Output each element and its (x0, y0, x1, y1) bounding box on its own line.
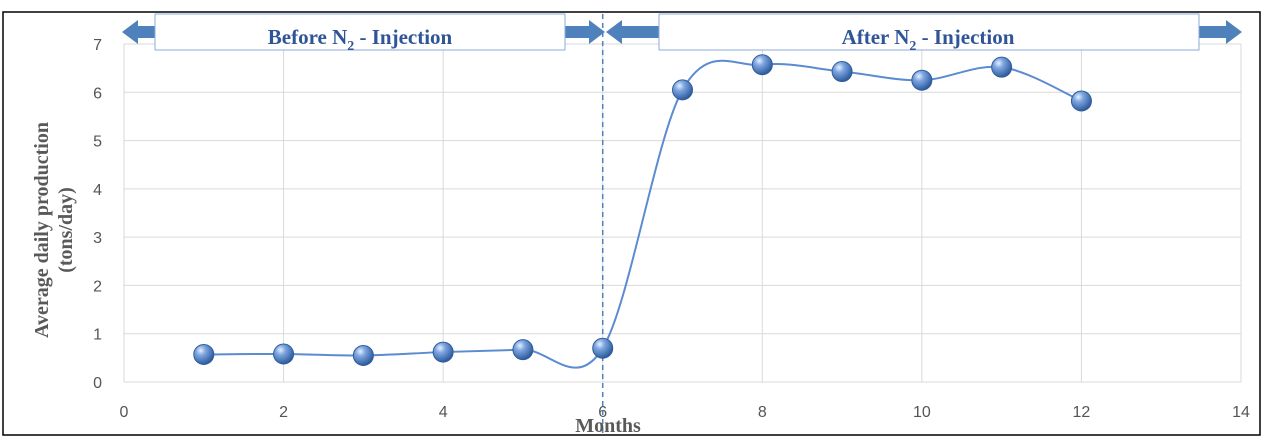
after-injection-label: After N2 - Injection (842, 25, 1015, 54)
data-point (273, 343, 295, 365)
data-point (911, 69, 933, 91)
x-tick-label: 10 (913, 404, 931, 421)
y-tick-label: 4 (93, 182, 102, 199)
series (193, 54, 1092, 369)
data-point (672, 79, 693, 101)
grid (123, 43, 1242, 383)
data-point (751, 54, 773, 76)
arrow-right (1190, 20, 1242, 44)
x-tick-label: 8 (758, 404, 767, 421)
data-point (193, 343, 215, 365)
series-line (203, 59, 1082, 369)
y-tick-label: 6 (93, 85, 102, 102)
y-axis-title-line2: (tons/day) (55, 187, 77, 273)
chart-border (2, 11, 1261, 436)
before-injection-box (154, 13, 566, 51)
x-tick-label: 14 (1232, 404, 1250, 421)
after-injection-box (658, 13, 1200, 51)
y-tick-label: 7 (93, 37, 102, 54)
x-axis-title: Months (575, 415, 641, 437)
y-tick-label: 5 (93, 134, 102, 151)
before-injection-label: Before N2 - Injection (268, 25, 453, 54)
y-tick-label: 2 (93, 278, 102, 295)
y-tick-label: 0 (93, 375, 102, 392)
y-tick-label: 3 (93, 230, 102, 247)
data-point (1070, 90, 1092, 112)
data-point (991, 56, 1013, 78)
data-point (512, 339, 534, 361)
data-point (352, 344, 374, 366)
x-tick-label: 0 (120, 404, 129, 421)
x-tick-label: 2 (279, 404, 288, 421)
data-point (831, 61, 853, 83)
y-axis-title: Average daily production (tons/day) (31, 122, 77, 338)
data-point (592, 337, 614, 359)
axes: 0123456702468101214 (93, 37, 1250, 421)
y-tick-label: 1 (93, 327, 102, 344)
x-tick-label: 12 (1073, 404, 1091, 421)
y-axis-title-line1: Average daily production (31, 122, 53, 338)
arrow-left (606, 20, 660, 44)
annotations: Before N2 - Injection After N2 - Injectio… (122, 13, 1242, 433)
data-point (432, 341, 454, 363)
x-tick-label: 4 (439, 404, 448, 421)
